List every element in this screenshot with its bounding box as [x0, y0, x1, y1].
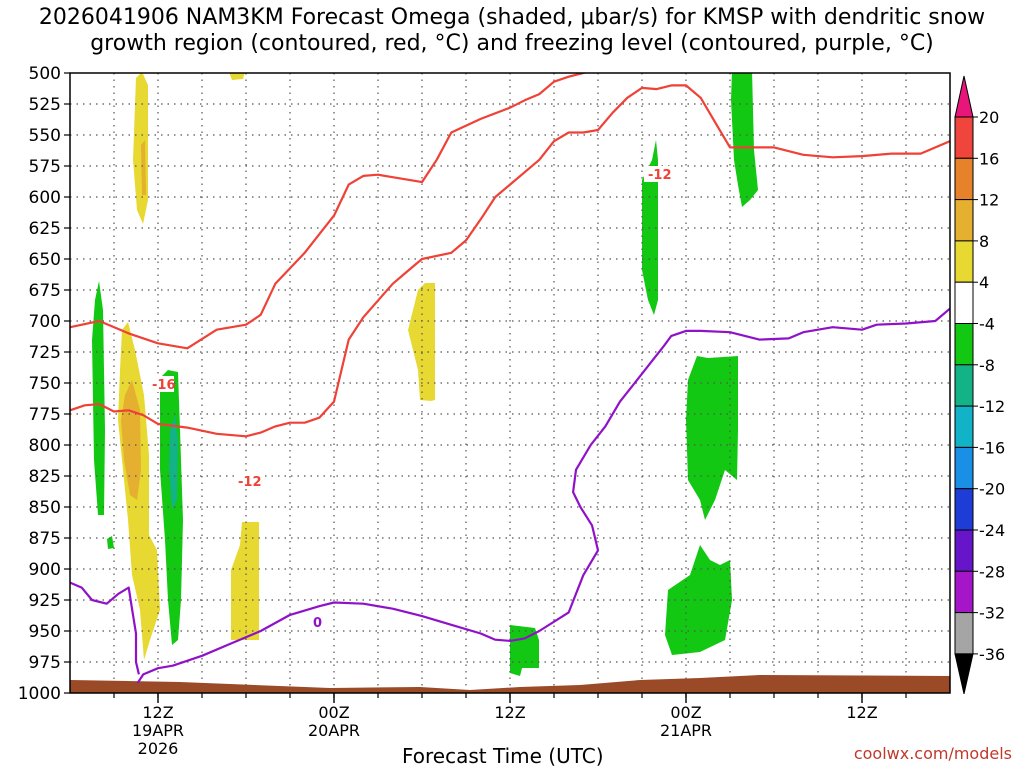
colorbar-label: -32 [979, 604, 1005, 623]
y-tick-label: 900 [29, 560, 61, 580]
colorbar-swatch [954, 116, 974, 159]
omega-yellow-region [118, 322, 160, 660]
colorbar-swatch [954, 488, 974, 531]
omega-green-region [510, 625, 539, 676]
colorbar-swatch [954, 240, 974, 283]
contour-line [70, 84, 950, 438]
x-axis-title: Forecast Time (UTC) [402, 744, 604, 768]
colorbar-swatch [954, 612, 974, 655]
omega-green-region [686, 356, 738, 520]
y-tick-label: 675 [29, 281, 61, 301]
y-tick-label: 975 [29, 653, 61, 673]
omega-yellow-region [231, 522, 259, 640]
y-tick-label: 625 [29, 219, 61, 239]
y-tick-label: 600 [29, 188, 61, 208]
contour-label-minus12-a: -12 [238, 475, 262, 490]
y-tick-label: 500 [29, 64, 61, 84]
y-tick-label: 550 [29, 126, 61, 146]
omega-green-region [92, 281, 105, 515]
omega-green-region [160, 370, 183, 645]
omega-yellow-region [229, 73, 245, 80]
colorbar-label: -20 [979, 480, 1005, 499]
chart-title-line1: 2026041906 NAM3KM Forecast Omega (shaded… [38, 5, 986, 30]
colorbar-swatch [954, 405, 974, 448]
gridlines [70, 73, 950, 693]
y-tick-label: 850 [29, 498, 61, 518]
x-tick-label: 00Z [318, 703, 349, 722]
colorbar-label: -24 [979, 521, 1005, 540]
colorbar: 20 16 12 8 4 -4 -8 -12 -16 -20 -24 -28 -32 -36 [954, 75, 1005, 695]
colorbar-label: 8 [979, 232, 989, 251]
y-tick-label: 825 [29, 467, 61, 487]
omega-teal-region [169, 415, 178, 510]
y-tick-label: 750 [29, 374, 61, 394]
colorbar-swatch [954, 529, 974, 572]
omega-yellow-region [408, 283, 435, 401]
y-tick-label: 525 [29, 95, 61, 115]
ground-terrain [70, 675, 950, 693]
x-tick-label: 12Z [142, 703, 173, 722]
contour-line [70, 581, 140, 675]
colorbar-swatch [954, 323, 974, 366]
contour-label-group: -16 -12 -12 0 [148, 166, 674, 631]
omega-green-region [107, 536, 114, 549]
contour-label-minus12-b: -12 [648, 168, 672, 183]
colorbar-swatch [954, 364, 974, 407]
y-tick-label: 725 [29, 343, 61, 363]
contour-line [136, 307, 950, 684]
omega-shading [92, 73, 758, 676]
colorbar-label: -8 [979, 356, 995, 375]
y-tick-label: 800 [29, 436, 61, 456]
y-tick-label: 575 [29, 157, 61, 177]
omega-green-region [731, 73, 758, 207]
y-tick-label: 875 [29, 529, 61, 549]
colorbar-label: 12 [979, 191, 999, 210]
contour-line [70, 73, 588, 350]
chart-title-line2: growth region (contoured, red, °C) and f… [90, 31, 934, 56]
y-tick-label: 775 [29, 405, 61, 425]
colorbar-swatch [954, 446, 974, 490]
colorbar-label: 20 [979, 108, 999, 127]
x-date-label: 20APR [308, 721, 360, 740]
y-tick-label: 650 [29, 250, 61, 270]
y-tick-label: 950 [29, 622, 61, 642]
x-date-label: 21APR [660, 721, 712, 740]
colorbar-label: 4 [979, 273, 989, 292]
x-date-label: 19APR [132, 721, 184, 740]
colorbar-label: -28 [979, 562, 1005, 581]
y-tick-label: 925 [29, 591, 61, 611]
colorbar-swatch [954, 157, 974, 201]
x-tick-label: 12Z [846, 703, 877, 722]
colorbar-label: -16 [979, 438, 1005, 457]
omega-green-region [642, 140, 658, 315]
contour-label-minus16: -16 [152, 378, 176, 393]
x-year-label: 2026 [138, 739, 179, 758]
colorbar-label: -4 [979, 315, 995, 334]
colorbar-label: -36 [979, 645, 1005, 664]
colorbar-top-triangle [954, 75, 974, 118]
x-tick-label: 12Z [494, 703, 525, 722]
colorbar-label: 16 [979, 149, 999, 168]
omega-green-region [665, 545, 732, 655]
y-tick-label: 1000 [18, 684, 61, 704]
colorbar-swatch [954, 570, 974, 614]
y-axis: 500 525 550 575 600 625 650 675 700 725 750 775 800 8… [18, 64, 70, 704]
omega-yellow-region [133, 73, 148, 224]
colorbar-label: -12 [979, 397, 1005, 416]
x-tick-label: 00Z [670, 703, 701, 722]
colorbar-swatch [954, 281, 974, 325]
colorbar-bottom-triangle [954, 653, 974, 695]
y-tick-label: 700 [29, 312, 61, 332]
omega-orange-region [141, 140, 146, 195]
contour-lines [70, 73, 950, 684]
contour-label-zero: 0 [313, 616, 322, 631]
credit-text: coolwx.com/models [853, 744, 1012, 763]
colorbar-swatch [954, 199, 974, 242]
